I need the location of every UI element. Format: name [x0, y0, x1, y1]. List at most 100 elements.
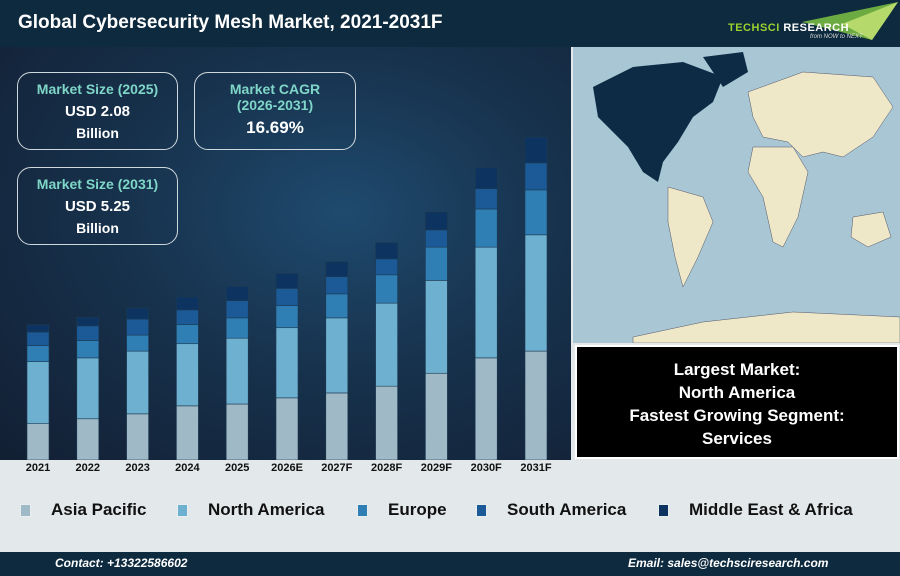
- legend-item: Asia Pacific: [20, 500, 146, 520]
- logo-tagline: from NOW to NEXT: [810, 34, 863, 40]
- kpi-value: 16.69%: [246, 118, 304, 137]
- kpi-value: USD 5.25: [64, 198, 131, 215]
- bar-segment-middle-east-africa-2029F: [425, 211, 448, 231]
- bar-segment-asia-pacific-2026E: [275, 397, 299, 460]
- bar-segment-north-america-2031F: [524, 234, 548, 352]
- legend-label: South America: [507, 500, 627, 519]
- bar-segment-europe-2026E: [275, 305, 299, 329]
- kpi-label: Market CAGR (2026-2031): [229, 81, 321, 113]
- legend-swatch: [476, 503, 487, 517]
- bar-segment-europe-2023: [126, 334, 149, 352]
- bar-segment-asia-pacific-2029F: [425, 372, 448, 460]
- bar-segment-north-america-2027F: [325, 317, 349, 394]
- bar-segment-north-america-2025: [225, 337, 249, 405]
- legend-swatch: [357, 503, 368, 517]
- kpi-unit: Billion: [76, 220, 119, 236]
- legend-item: North America: [177, 500, 325, 520]
- legend-swatch: [20, 503, 31, 517]
- north-america-region: [593, 62, 723, 182]
- kpi-label: Market Size (2025): [36, 81, 159, 97]
- header: Global Cybersecurity Mesh Market, 2021-2…: [0, 0, 900, 47]
- greenland: [703, 52, 748, 87]
- legend-label: North America: [208, 500, 325, 519]
- bar-segment-north-america-2026E: [275, 327, 299, 399]
- africa: [747, 146, 809, 248]
- bar-segment-north-america-2029F: [425, 280, 448, 374]
- bar-segment-middle-east-africa-2027F: [325, 261, 349, 277]
- bar-segment-asia-pacific-2025: [225, 403, 249, 460]
- bar-segment-south-america-2021: [26, 331, 50, 346]
- bar-segment-asia-pacific-2021: [26, 423, 50, 460]
- x-tick-label: 2025: [224, 462, 250, 474]
- legend: Asia Pacific North America Europe South Ame…: [0, 500, 900, 524]
- bar-segment-north-america-2028F: [375, 302, 398, 387]
- bar-segment-asia-pacific-2027F: [325, 392, 349, 460]
- bar-segment-middle-east-africa-2028F: [375, 242, 398, 260]
- bar-segment-south-america-2028F: [375, 258, 398, 276]
- x-tick-label: 2022: [75, 462, 101, 474]
- kpi-market-cagr: Market CAGR (2026-2031) 16.69%: [194, 72, 356, 150]
- legend-label: Europe: [388, 500, 447, 519]
- footer: Contact: +13322586602 Email: sales@techs…: [0, 552, 900, 576]
- bar-segment-north-america-2021: [26, 361, 50, 425]
- south-america: [667, 186, 714, 288]
- legend-label: Middle East & Africa: [689, 500, 853, 519]
- bar-segment-middle-east-africa-2030F: [474, 167, 498, 189]
- bar-segment-europe-2022: [76, 340, 100, 359]
- legend-swatch: [658, 503, 669, 517]
- legend-item: South America: [476, 500, 626, 520]
- bar-segment-south-america-2029F: [425, 229, 448, 248]
- bar-segment-south-america-2026E: [275, 288, 299, 306]
- bar-segment-asia-pacific-2028F: [375, 385, 398, 460]
- x-tick-label: 2024: [175, 462, 200, 474]
- bar-segment-europe-2025: [225, 317, 249, 339]
- bar-segment-north-america-2024: [176, 343, 199, 407]
- bar-segment-north-america-2023: [126, 350, 149, 415]
- bar-segment-south-america-2023: [126, 318, 149, 336]
- stacked-bar-chart: [26, 136, 548, 460]
- bar-segment-asia-pacific-2030F: [474, 357, 498, 460]
- page-title: Global Cybersecurity Mesh Market, 2021-2…: [18, 12, 443, 33]
- bar-segment-europe-2027F: [325, 293, 349, 319]
- largest-market-value: North America: [678, 383, 796, 402]
- eurasia: [747, 71, 894, 158]
- bar-segment-europe-2029F: [425, 246, 448, 281]
- bar-segment-europe-2021: [26, 345, 50, 362]
- bar-segment-middle-east-africa-2021: [26, 324, 50, 333]
- bar-segment-europe-2031F: [524, 189, 548, 236]
- bar-segment-south-america-2027F: [325, 276, 349, 295]
- bar-segment-north-america-2030F: [474, 246, 498, 359]
- bar-segment-south-america-2022: [76, 325, 100, 341]
- kpi-unit: Billion: [76, 125, 119, 141]
- bar-segment-middle-east-africa-2031F: [524, 136, 548, 164]
- highlights-box: Largest Market: North America Fastest Gr…: [575, 345, 899, 459]
- legend-swatch: [177, 503, 188, 517]
- x-tick-label: 2027F: [321, 462, 353, 474]
- bar-segment-europe-2028F: [375, 274, 398, 304]
- bar-segment-south-america-2030F: [474, 188, 498, 210]
- bar-segment-europe-2030F: [474, 208, 498, 248]
- fastest-segment-label: Fastest Growing Segment:: [629, 406, 845, 425]
- contact-email: Email: sales@techsciresearch.com: [628, 556, 829, 570]
- x-tick-label: 2030F: [470, 462, 502, 474]
- x-tick-label: 2028F: [370, 462, 403, 474]
- kpi-market-size-2025: Market Size (2025) USD 2.08 Billion: [17, 72, 178, 150]
- bar-segment-middle-east-africa-2023: [126, 307, 149, 320]
- world-map: [573, 47, 900, 344]
- x-tick-label: 2021: [25, 462, 51, 474]
- bar-segment-asia-pacific-2022: [76, 418, 100, 460]
- x-tick-label: 2023: [125, 462, 150, 474]
- techsci-logo: TECHSCI RESEARCH from NOW to NEXT: [722, 2, 898, 44]
- bar-segment-north-america-2022: [76, 357, 100, 420]
- x-tick-label: 2029F: [420, 462, 452, 474]
- legend-item: Europe: [357, 500, 447, 520]
- australia: [850, 211, 892, 248]
- legend-label: Asia Pacific: [51, 500, 147, 519]
- x-tick-label: 2031F: [520, 462, 552, 474]
- legend-item: Middle East & Africa: [658, 500, 853, 520]
- bar-segment-middle-east-africa-2022: [76, 316, 100, 327]
- contact-phone: Contact: +13322586602: [55, 556, 188, 570]
- bar-segment-south-america-2031F: [524, 162, 548, 191]
- kpi-market-size-2031: Market Size (2031) USD 5.25 Billion: [17, 167, 178, 245]
- bar-segment-middle-east-africa-2025: [225, 286, 249, 301]
